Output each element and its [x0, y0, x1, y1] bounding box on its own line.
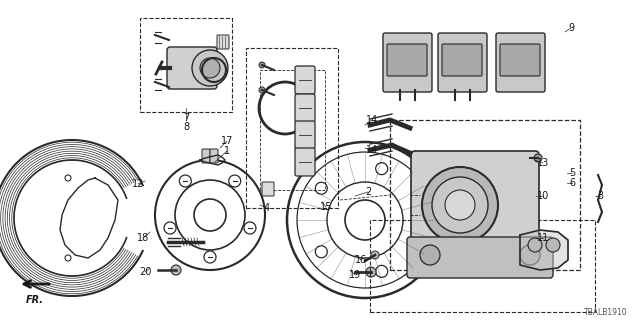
Circle shape	[546, 238, 560, 252]
Text: 8: 8	[183, 122, 189, 132]
Text: 9: 9	[568, 23, 574, 33]
Circle shape	[420, 245, 440, 265]
Text: 14: 14	[366, 145, 378, 155]
Text: 10: 10	[537, 191, 549, 201]
Bar	[246, 48, 338, 208]
Text: 14: 14	[366, 115, 378, 125]
Circle shape	[528, 238, 542, 252]
FancyBboxPatch shape	[387, 44, 427, 76]
Circle shape	[259, 62, 265, 68]
Bar	[260, 70, 325, 190]
Bar	[140, 18, 232, 112]
FancyBboxPatch shape	[167, 47, 217, 89]
FancyBboxPatch shape	[210, 149, 218, 163]
Circle shape	[259, 87, 265, 93]
Text: 16: 16	[355, 255, 367, 265]
Circle shape	[171, 265, 181, 275]
Text: 18: 18	[137, 233, 149, 243]
Circle shape	[432, 177, 488, 233]
FancyBboxPatch shape	[411, 151, 539, 259]
FancyBboxPatch shape	[202, 149, 210, 163]
Circle shape	[192, 50, 228, 86]
Text: 4: 4	[264, 203, 270, 213]
FancyBboxPatch shape	[383, 33, 432, 92]
FancyBboxPatch shape	[496, 33, 545, 92]
Text: 19: 19	[349, 270, 361, 280]
Text: 15: 15	[320, 202, 332, 212]
FancyBboxPatch shape	[295, 66, 315, 94]
Text: 6: 6	[569, 178, 575, 188]
FancyBboxPatch shape	[295, 121, 315, 149]
Circle shape	[366, 267, 376, 277]
Text: 13: 13	[537, 158, 549, 168]
Circle shape	[422, 167, 498, 243]
Text: 7: 7	[183, 113, 189, 123]
Text: 12: 12	[132, 179, 144, 189]
Circle shape	[445, 190, 475, 220]
FancyBboxPatch shape	[438, 33, 487, 92]
Circle shape	[200, 58, 220, 78]
FancyBboxPatch shape	[407, 237, 553, 278]
FancyBboxPatch shape	[217, 35, 229, 49]
Text: 5: 5	[569, 168, 575, 178]
Text: 17: 17	[221, 136, 233, 146]
Text: TBALB1910: TBALB1910	[584, 308, 628, 317]
Text: 3: 3	[597, 191, 603, 201]
FancyBboxPatch shape	[500, 44, 540, 76]
Polygon shape	[520, 230, 568, 270]
FancyBboxPatch shape	[295, 148, 315, 176]
FancyBboxPatch shape	[295, 94, 315, 122]
Circle shape	[534, 154, 542, 162]
Text: 2: 2	[365, 187, 371, 197]
Bar	[390, 120, 580, 270]
Text: FR.: FR.	[26, 295, 44, 305]
Text: 1: 1	[224, 146, 230, 156]
FancyBboxPatch shape	[262, 182, 274, 196]
Text: 11: 11	[537, 233, 549, 243]
FancyBboxPatch shape	[442, 44, 482, 76]
Circle shape	[371, 251, 379, 259]
Circle shape	[520, 245, 540, 265]
Text: 20: 20	[139, 267, 151, 277]
